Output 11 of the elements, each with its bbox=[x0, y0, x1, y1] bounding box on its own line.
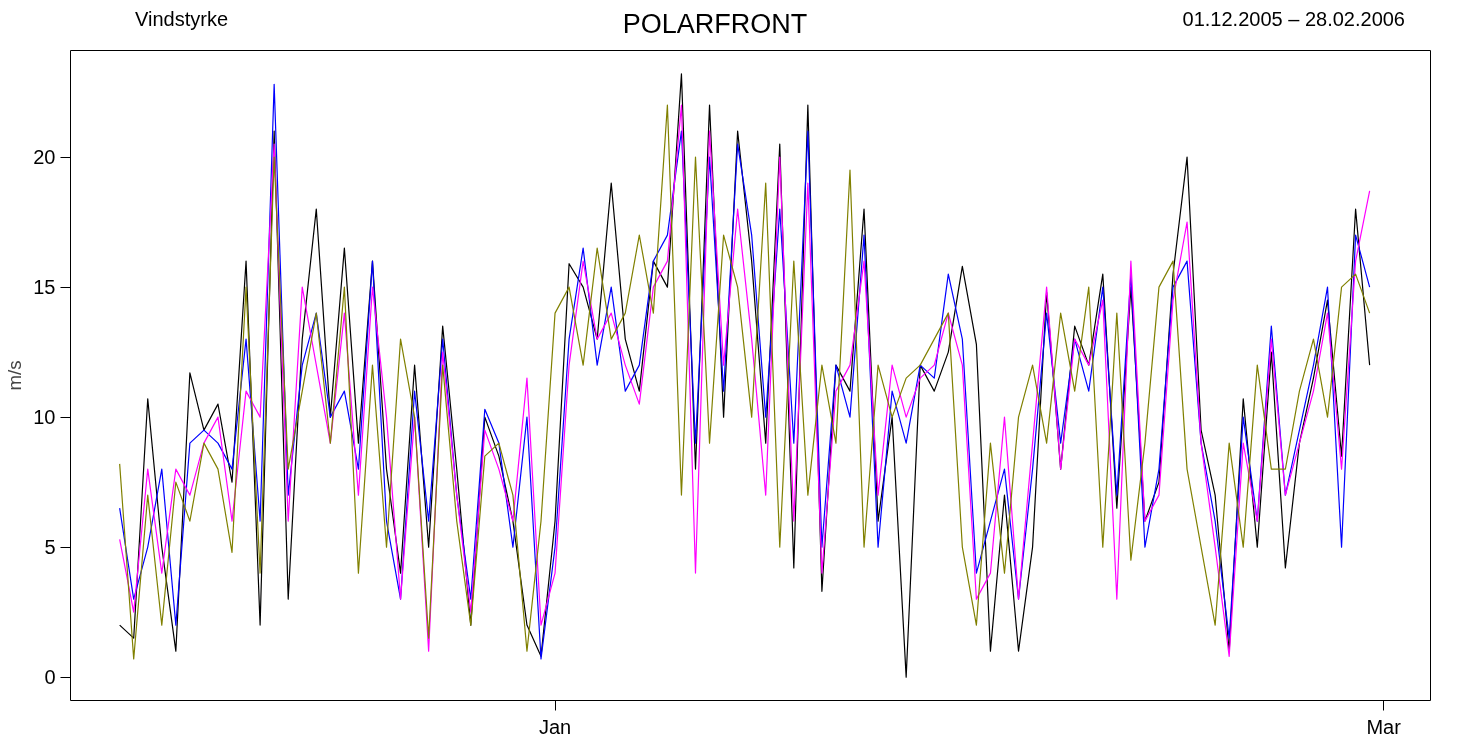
y-tick-label: 5 bbox=[44, 536, 56, 559]
y-tick-label: 15 bbox=[33, 276, 56, 299]
chart-subtitle: Vindstyrke bbox=[135, 7, 229, 32]
y-tick-label: 10 bbox=[33, 406, 56, 429]
x-tick-label: Mar bbox=[1366, 715, 1402, 738]
y-axis-title: m/s bbox=[4, 360, 26, 391]
chart-title: POLARFRONT bbox=[622, 8, 808, 41]
y-tick-label: 0 bbox=[44, 666, 56, 689]
text: 01.12.2005 – 28.02.2006 bbox=[1182, 7, 1405, 32]
y-tick-label: 20 bbox=[33, 146, 56, 169]
x-tick-label: Jan bbox=[538, 715, 572, 738]
